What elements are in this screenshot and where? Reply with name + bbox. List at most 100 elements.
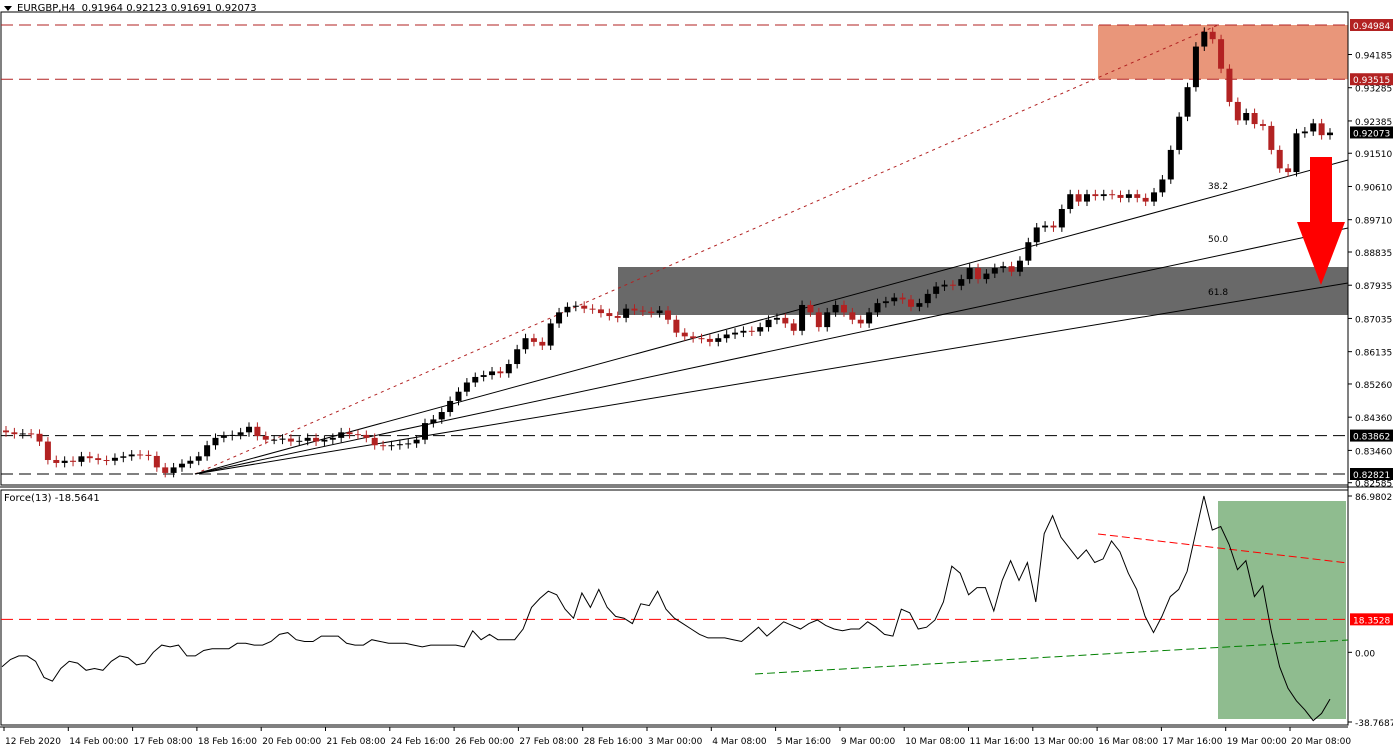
time-tick-label: 18 Feb 16:00 [198,737,257,747]
candle-body [623,308,630,318]
candle-body [1100,194,1107,197]
candle-body [279,438,286,440]
candle-body [170,467,177,473]
candle-body [246,426,253,433]
candle-body [564,306,571,313]
candle-body [522,338,529,350]
fib-fan-38-2[interactable] [194,159,1349,475]
force-tick-label: 86.9802 [1355,493,1392,503]
candle-body [178,463,185,468]
candle-body [748,330,755,332]
candle-body [36,433,43,442]
candle-body [103,460,110,462]
candle-body [472,376,479,383]
candle-body [313,437,320,442]
candle-body [681,332,688,337]
candle-body [153,455,160,468]
candle-body [1218,39,1225,69]
force-tick-label: -38.7687 [1355,719,1393,729]
candle-body [489,371,496,376]
candle-body [405,443,412,445]
candle-body [137,454,144,456]
candle-body [1301,131,1308,134]
time-tick-label: 21 Feb 08:00 [327,737,386,747]
candle-body [229,434,236,437]
fib-label: 38.2 [1208,182,1228,192]
candle-body [11,432,18,435]
candle-body [949,284,956,286]
candle-body [1184,87,1191,117]
force-level-box [1350,613,1393,626]
chart-title: EURGBP,H4 0.91964 0.92123 0.91691 0.9207… [4,3,257,14]
force-red-trendline[interactable] [1097,533,1349,564]
fib-fan-50-0[interactable] [194,227,1349,475]
candle-body [983,273,990,280]
candle-body [1083,194,1090,202]
candle-body [991,268,998,274]
time-tick-label: 17 Feb 08:00 [134,737,193,747]
price-pane [0,11,1349,486]
candle-body [70,460,77,462]
down-arrow-icon [1297,157,1345,285]
price-tick-label: 0.84360 [1355,414,1392,424]
candle-body [514,349,521,365]
candle-body [1310,123,1317,132]
fib-fan-61-8[interactable] [194,282,1349,475]
candle-body [1234,101,1241,121]
candle-body [396,444,403,446]
price-tick-label: 0.82585 [1355,480,1392,490]
candle-body [120,456,127,458]
price-label-box [1350,126,1393,139]
candle-body [329,437,336,440]
time-tick-label: 10 Mar 08:00 [905,737,965,747]
time-tick-label: 12 Feb 2020 [5,737,61,747]
candle-body [1058,208,1065,228]
symbol-label: EURGBP,H4 [17,3,76,14]
candle-body [882,301,889,304]
candle-body [1226,68,1233,102]
candle-body [857,319,864,324]
candle-body [111,457,118,461]
price-tick-label: 0.83460 [1355,447,1392,457]
candle-body [958,279,965,286]
candle-body [363,434,370,438]
time-tick-label: 4 Mar 08:00 [712,737,767,747]
candle-body [44,441,51,461]
candle-body [212,437,219,446]
force-green-trendline[interactable] [754,639,1349,675]
time-tick-label: 27 Feb 08:00 [519,737,578,747]
candle-body [639,310,646,312]
candle-body [572,305,579,307]
candle-body [589,308,596,310]
candle-body [1075,194,1082,202]
candle-body [1067,194,1074,209]
candle-body [807,304,814,313]
candle-body [1033,227,1040,243]
force-tick-label: 0.00 [1355,649,1375,659]
candle-body [547,323,554,346]
candle-body [1134,194,1141,198]
candle-body [338,432,345,438]
time-tick-label: 26 Feb 00:00 [455,737,514,747]
candle-body [941,284,948,287]
time-tick-label: 9 Mar 00:00 [841,737,896,747]
candle-body [86,456,93,459]
price-tick-label: 0.86135 [1355,349,1392,359]
dropdown-triangle-icon[interactable] [4,5,12,11]
candle-body [463,382,470,392]
candle-body [346,432,353,435]
candle-body [1117,194,1124,198]
candle-body [1209,31,1216,40]
candle-body [530,338,537,342]
candle-body [690,336,697,339]
price-tick-label: 0.87935 [1355,282,1392,292]
candle-body [975,268,982,280]
candle-body [924,293,931,304]
candle-body [1276,149,1283,169]
candle-body [380,445,387,447]
candle-body [1000,266,1007,269]
candle-body [539,341,546,346]
time-tick-label: 14 Feb 00:00 [69,737,128,747]
candle-body [413,439,420,444]
